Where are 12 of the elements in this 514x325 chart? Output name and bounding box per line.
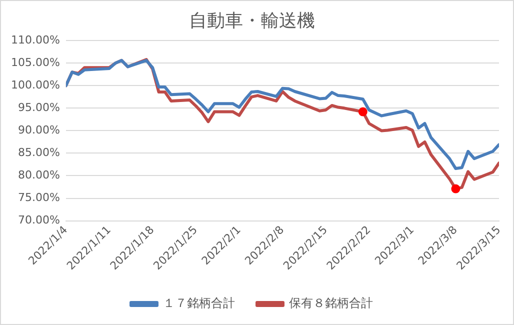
y-tick-label: 100.00% [10, 78, 60, 92]
y-tick-label: 90.00% [18, 124, 60, 137]
chart-title: 自動車・輸送機 [189, 10, 315, 32]
y-tick-label: 75.00% [18, 191, 60, 204]
legend-label: 保有８銘柄合計 [289, 296, 373, 310]
y-tick-label: 85.00% [18, 146, 60, 160]
y-tick-label: 80.00% [18, 168, 60, 182]
y-tick-label: 95.00% [18, 101, 60, 114]
y-tick-label: 110.00% [10, 33, 60, 46]
legend-label: １７銘柄合計 [163, 296, 235, 310]
y-tick-label: 70.00% [18, 214, 60, 227]
y-tick-label: 105.00% [10, 56, 60, 69]
